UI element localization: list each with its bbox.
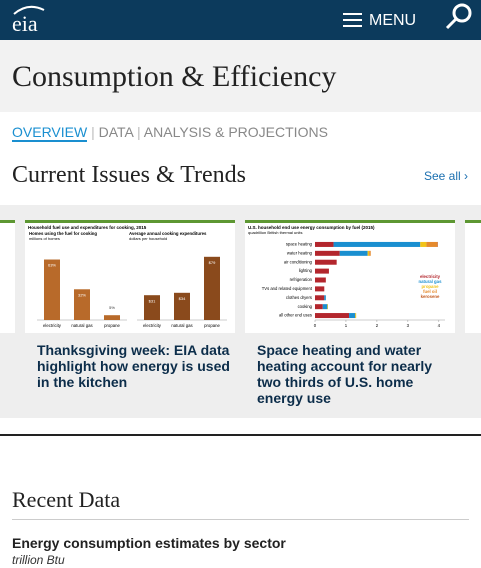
bar-segment — [367, 250, 370, 256]
search-icon[interactable] — [445, 3, 472, 30]
bar-segment — [315, 286, 325, 292]
category-label: natural gas — [71, 323, 92, 328]
see-all-link[interactable]: See all › — [424, 169, 469, 183]
x-tick-label: 2 — [376, 323, 379, 328]
value-label: $31 — [149, 298, 156, 303]
thumbnail: Household fuel use and expenditures for … — [25, 220, 235, 333]
category-label: clothes dryers — [286, 295, 312, 300]
thumb-title: U.S. household end use energy consumptio… — [248, 225, 375, 230]
bar-segment — [322, 304, 328, 310]
category-label: air conditioning — [284, 259, 313, 264]
bar-segment — [315, 277, 326, 283]
bar-segment — [315, 241, 334, 247]
partial-card — [0, 220, 15, 333]
category-label: electricity — [143, 323, 162, 328]
header-icons: eia MENU — [12, 3, 472, 36]
card[interactable]: Household fuel use and expenditures for … — [25, 220, 235, 410]
data-item-units: trillion Btu — [12, 553, 65, 567]
x-tick-label: 0 — [314, 323, 317, 328]
value-label: $79 — [209, 260, 216, 265]
value-label: 5% — [109, 305, 115, 310]
bar-segment — [315, 268, 329, 274]
value-label: $34 — [179, 296, 186, 301]
value-label: 32% — [78, 292, 86, 297]
tab[interactable]: ANALYSIS & PROJECTIONS — [143, 124, 328, 140]
category-label: propane — [104, 323, 120, 328]
bar-segment — [339, 250, 368, 256]
bar-segment — [420, 241, 427, 247]
legend-entry: fuel oil — [423, 289, 437, 294]
thumb-subtitle: Average annual cooking expenditures — [129, 231, 207, 236]
tab[interactable]: DATA — [98, 124, 134, 140]
tab[interactable]: OVERVIEW — [12, 124, 88, 142]
page-title: Consumption & Efficiency — [12, 60, 337, 93]
legend-entry: natural gas — [419, 279, 443, 284]
bar-segment — [355, 313, 357, 319]
bar-segment — [327, 304, 328, 310]
category-label: electricity — [43, 323, 62, 328]
bar-segment — [437, 241, 438, 247]
hamburger[interactable] — [343, 13, 362, 27]
bar — [44, 259, 60, 320]
category-label: all other end uses — [279, 313, 312, 318]
bar — [204, 256, 220, 320]
category-label: refrigeration — [290, 277, 313, 282]
category-label: propane — [204, 323, 220, 328]
category-label: natural gas — [171, 323, 192, 328]
bar-segment — [324, 295, 326, 301]
category-label: cooking — [298, 304, 313, 309]
thumb-unit: millions of homes — [29, 236, 60, 241]
thumb-title: Household fuel use and expenditures for … — [28, 225, 147, 230]
value-label: 63% — [48, 263, 56, 268]
bar-segment — [315, 313, 350, 319]
category-label: TVs and related equipment — [262, 286, 313, 291]
bar-segment — [315, 295, 325, 301]
category-label: water heating — [287, 250, 313, 255]
logo-arc — [13, 5, 45, 15]
tabs: OVERVIEW | DATA | ANALYSIS & PROJECTIONS — [12, 124, 328, 142]
bar-segment — [315, 304, 323, 310]
divider — [12, 519, 469, 520]
partial-card — [465, 220, 481, 333]
section-title: Current Issues & Trends — [12, 162, 247, 188]
logo[interactable]: eia — [12, 11, 38, 36]
legend-entry: propane — [422, 284, 440, 289]
card-headline[interactable]: Thanksgiving week: EIA data highlight ho… — [37, 342, 230, 390]
bar-segment — [369, 250, 371, 256]
bar — [144, 295, 160, 320]
thumb-subtitle: Homes using the fuel for cooking — [29, 231, 97, 236]
card[interactable]: U.S. household end use energy consumptio… — [245, 220, 455, 410]
category-label: space heating — [286, 242, 313, 247]
thumb-unit: dollars per household — [129, 236, 167, 241]
bar — [174, 292, 190, 320]
legend-entry: kerosene — [421, 294, 440, 299]
bar-segment — [426, 241, 438, 247]
bar-segment — [349, 313, 356, 319]
header: eia MENU — [0, 0, 481, 40]
title-band — [0, 40, 481, 112]
x-tick-label: 1 — [345, 323, 348, 328]
section-title: Recent Data — [12, 487, 121, 512]
bar-segment — [315, 250, 340, 256]
bar-segment — [333, 241, 421, 247]
legend-entry: electricity — [420, 274, 441, 279]
category-label: lighting — [299, 268, 313, 273]
thumbnail: U.S. household end use energy consumptio… — [245, 220, 455, 333]
bar — [74, 289, 90, 320]
bar — [104, 315, 120, 320]
data-item-title[interactable]: Energy consumption estimates by sector — [12, 535, 286, 551]
card-headline[interactable]: Space heating and water heating account … — [257, 342, 433, 406]
thumb-unit: quadrillion British thermal units — [248, 230, 302, 235]
x-tick-label: 3 — [407, 323, 410, 328]
divider — [0, 434, 481, 436]
x-tick-label: 4 — [438, 323, 441, 328]
menu-label[interactable]: MENU — [369, 12, 416, 29]
bar-segment — [315, 259, 337, 265]
